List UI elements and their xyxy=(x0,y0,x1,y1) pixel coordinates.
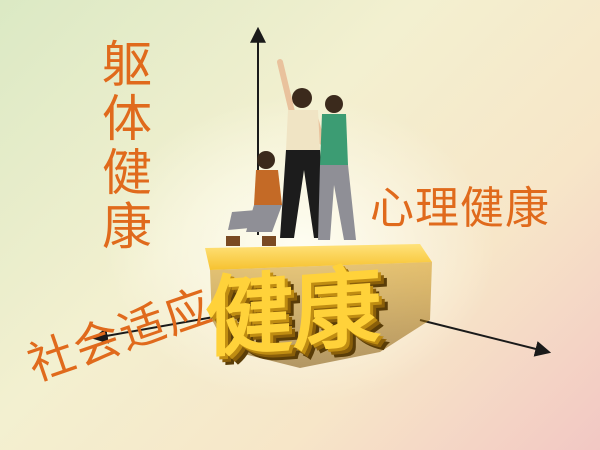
man-arm-raised-figure xyxy=(277,59,326,238)
health-block-icon xyxy=(205,244,432,368)
physical-health-label: 躯体健康 xyxy=(94,38,152,254)
left-axis-line xyxy=(91,314,226,344)
health-block-label: 健康 xyxy=(205,254,382,371)
woman-kneeling-figure xyxy=(226,151,282,246)
woman-standing-figure xyxy=(318,95,356,240)
right-axis-line xyxy=(419,319,552,357)
mental-health-label: 心理健康 xyxy=(370,183,550,234)
